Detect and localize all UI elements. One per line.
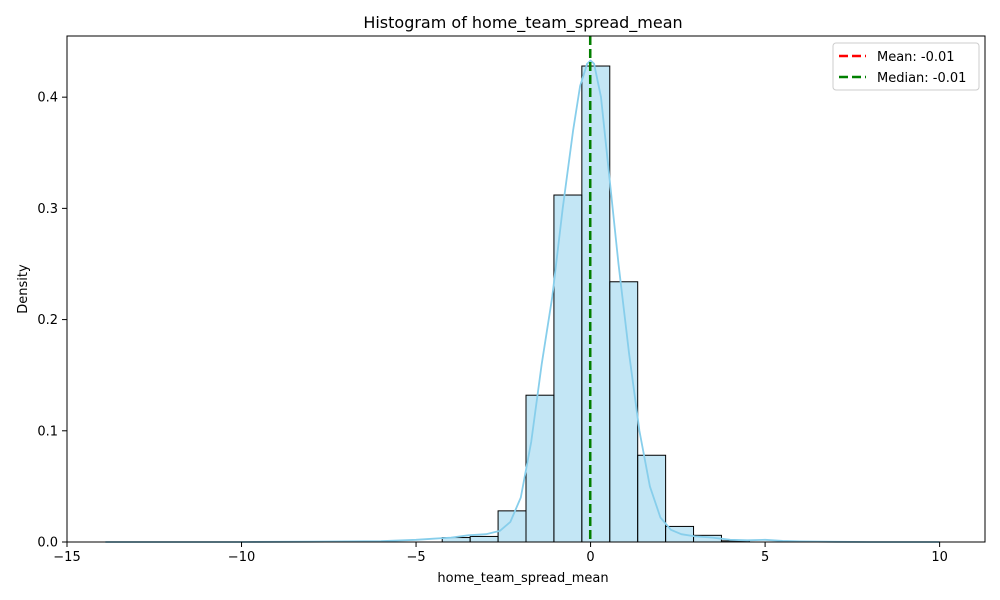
x-tick-label: 10	[931, 550, 948, 565]
x-tick-label: −15	[53, 550, 80, 565]
x-tick-label: 5	[761, 550, 769, 565]
chart-title: Histogram of home_team_spread_mean	[363, 13, 682, 33]
y-axis-label: Density	[16, 264, 31, 314]
y-tick-label: 0.1	[37, 424, 58, 439]
histogram-bar-6	[609, 281, 639, 543]
legend-entry-1: Median: -0.01	[877, 71, 966, 86]
histogram-bar-2	[497, 510, 527, 543]
y-axis-ticks: 0.0 0.1 0.2 0.3 0.4	[37, 91, 67, 551]
legend-entry-0: Mean: -0.01	[877, 50, 955, 65]
histogram-bar-3	[525, 394, 555, 543]
kde-curve	[105, 59, 940, 543]
histogram-bar-7	[637, 454, 667, 543]
x-tick-label: −10	[228, 550, 255, 565]
x-axis-ticks: −15 −10 −5 0 5 10	[53, 542, 948, 565]
plot-area	[105, 36, 940, 543]
x-axis-label: home_team_spread_mean	[437, 571, 608, 586]
legend-box	[832, 42, 980, 91]
y-tick-label: 0.4	[37, 91, 58, 106]
x-tick-label: −5	[406, 550, 425, 565]
histogram-bar-1	[469, 535, 499, 543]
y-tick-label: 0.0	[37, 536, 58, 551]
x-tick-label: 0	[586, 550, 594, 565]
axes-frame	[66, 35, 986, 543]
y-tick-label: 0.3	[37, 202, 58, 217]
y-tick-label: 0.2	[37, 313, 58, 328]
legend: Mean: -0.01 Median: -0.01	[832, 42, 980, 91]
